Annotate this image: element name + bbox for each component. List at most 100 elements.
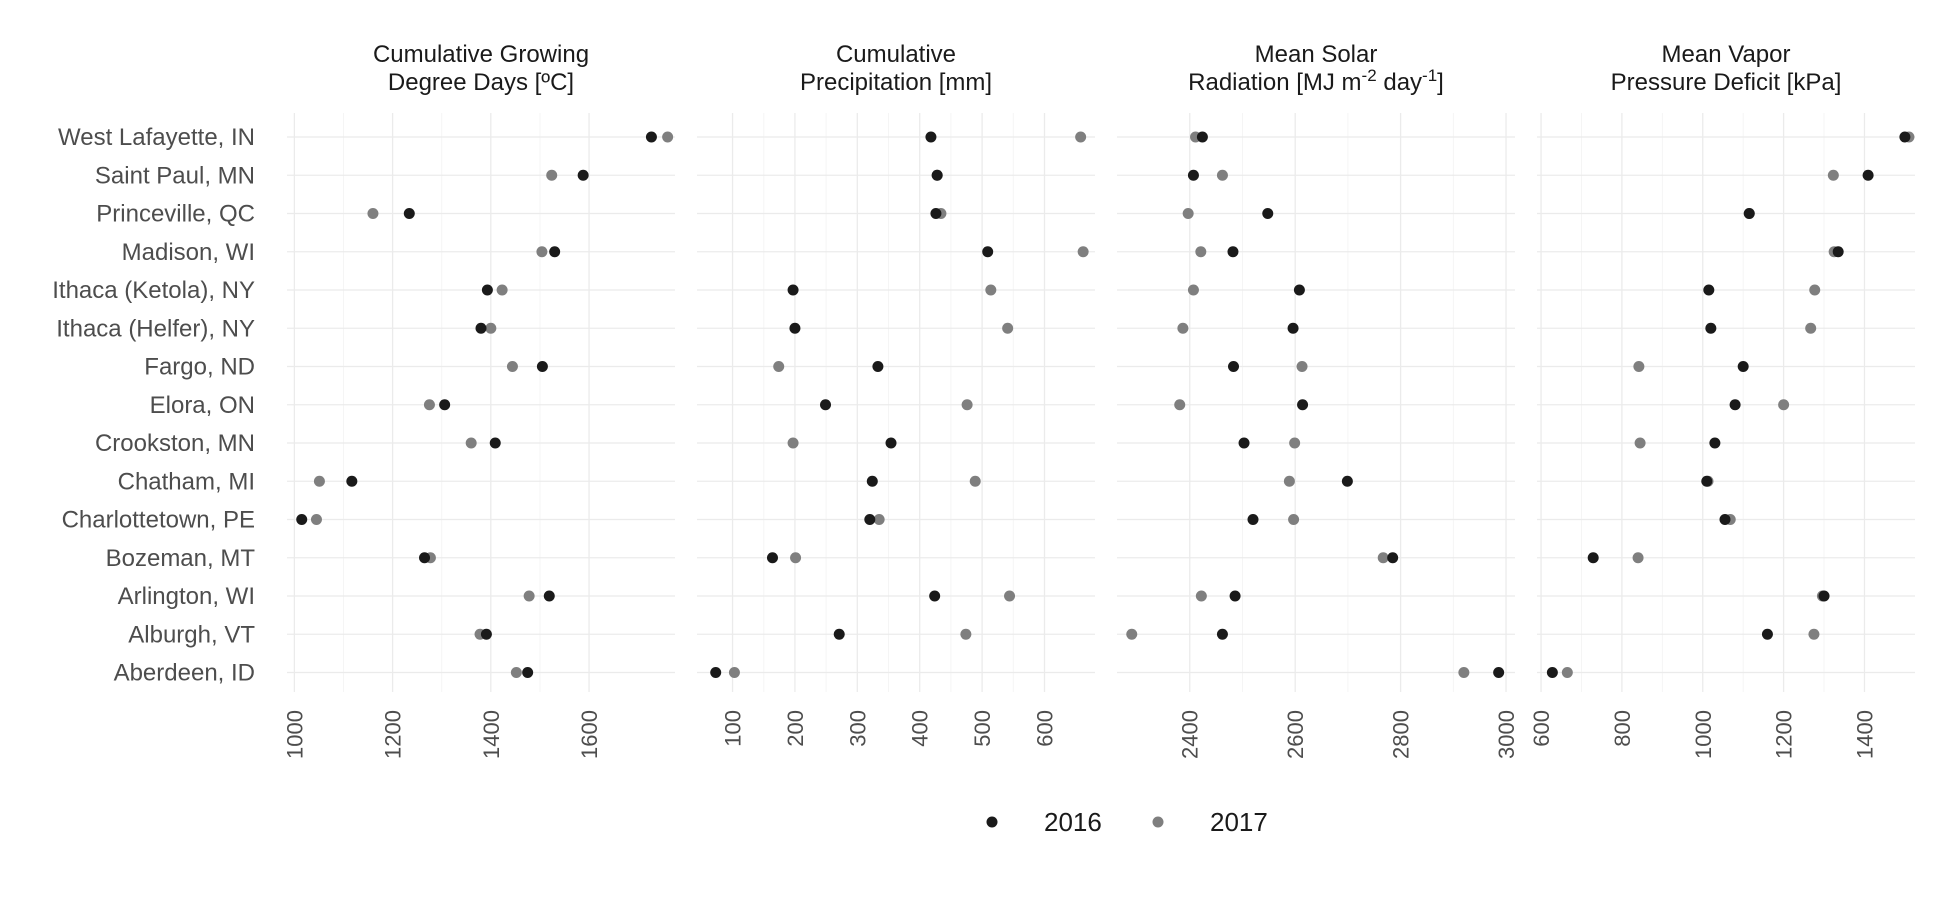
point-2017	[1077, 246, 1089, 258]
point-2016	[925, 131, 937, 143]
x-tick-label: 1200	[381, 710, 406, 759]
point-2016	[982, 246, 994, 258]
panel-title-line-2: Pressure Deficit [kPa]	[1611, 69, 1842, 96]
point-2017	[310, 514, 322, 525]
point-2016	[1196, 131, 1208, 143]
point-2016	[1293, 284, 1305, 296]
point-2017	[1177, 322, 1189, 334]
point-2017	[873, 514, 885, 525]
x-tick-label: 1600	[577, 710, 602, 759]
site-label: Bozeman, MT	[106, 545, 256, 572]
x-tick-label: 1400	[479, 710, 504, 759]
point-2016	[1705, 322, 1717, 334]
point-2017	[1174, 399, 1186, 411]
point-2017	[1458, 667, 1470, 678]
panel-title-line-2: Degree Days [ºC]	[388, 69, 574, 96]
point-2016	[787, 284, 799, 296]
site-label: Saint Paul, MN	[95, 162, 255, 189]
point-2016	[1703, 284, 1715, 296]
point-2016	[710, 667, 722, 678]
point-2017	[1216, 169, 1228, 181]
point-2017	[1289, 437, 1301, 449]
legend-label-2017: 2017	[1210, 807, 1268, 837]
point-2017	[1126, 628, 1138, 640]
point-2016	[419, 552, 431, 564]
x-tick-label: 300	[845, 710, 870, 747]
site-label: Ithaca (Ketola), NY	[52, 277, 255, 304]
x-tick-label: 600	[1529, 710, 1554, 747]
panel-title-line-1: Cumulative Growing	[373, 41, 589, 68]
point-2017	[1187, 284, 1199, 296]
legend-key-2016	[986, 816, 998, 828]
site-label: Madison, WI	[122, 239, 255, 266]
point-2017	[985, 284, 997, 296]
point-2016	[1227, 246, 1239, 258]
point-2017	[1808, 628, 1820, 640]
x-tick-label: 2800	[1389, 710, 1414, 759]
point-2017	[1377, 552, 1389, 564]
site-label: Arlington, WI	[118, 583, 255, 610]
point-2017	[423, 399, 435, 411]
point-2016	[645, 131, 657, 143]
point-2016	[885, 437, 897, 449]
point-2016	[872, 361, 884, 372]
point-2016	[475, 322, 487, 334]
x-tick-label: 600	[1032, 710, 1057, 747]
point-2016	[1229, 590, 1241, 602]
point-2017	[510, 667, 522, 678]
point-2017	[969, 475, 981, 487]
point-2016	[789, 322, 801, 334]
point-2016	[1862, 169, 1874, 181]
x-tick-label: 2600	[1283, 710, 1308, 759]
point-2017	[1296, 361, 1308, 372]
point-2016	[481, 284, 493, 296]
point-2016	[1228, 361, 1240, 372]
point-2016	[543, 590, 555, 602]
x-tick-label: 1400	[1852, 710, 1877, 759]
legend-key-2017	[1152, 816, 1164, 828]
point-2016	[296, 514, 308, 525]
point-2016	[1297, 399, 1309, 411]
point-2016	[1262, 208, 1274, 219]
point-2017	[1827, 169, 1839, 181]
panel-title-line-1: Mean Vapor	[1662, 41, 1791, 68]
x-tick-label: 100	[721, 710, 746, 747]
point-2016	[1187, 169, 1199, 181]
point-2017	[1195, 590, 1207, 602]
point-2016	[929, 590, 941, 602]
point-2017	[1561, 667, 1573, 678]
point-2017	[773, 361, 785, 372]
site-label: Princeville, QC	[96, 201, 255, 228]
point-2017	[787, 437, 799, 449]
point-2017	[1805, 322, 1817, 334]
site-label: Elora, ON	[150, 392, 255, 419]
x-tick-label: 500	[970, 710, 995, 747]
point-2016	[1387, 552, 1399, 564]
point-2017	[485, 322, 497, 334]
point-2016	[866, 475, 878, 487]
x-tick-label: 400	[908, 710, 933, 747]
point-2016	[480, 628, 492, 640]
point-2016	[1247, 514, 1259, 525]
point-2016	[1216, 628, 1228, 640]
site-label: Ithaca (Helfer), NY	[56, 315, 255, 342]
x-tick-label: 200	[783, 710, 808, 747]
point-2017	[1195, 246, 1207, 258]
point-2017	[1633, 361, 1645, 372]
point-2016	[1719, 514, 1731, 525]
site-label: West Lafayette, IN	[58, 124, 255, 151]
point-2017	[961, 399, 973, 411]
point-2017	[1004, 590, 1016, 602]
point-2017	[790, 552, 802, 564]
point-2016	[1743, 208, 1755, 219]
point-2016	[403, 208, 415, 219]
point-2016	[1818, 590, 1830, 602]
point-2016	[820, 399, 832, 411]
legend-label-2016: 2016	[1044, 807, 1102, 837]
point-2017	[367, 208, 379, 219]
point-2016	[439, 399, 451, 411]
point-2016	[1899, 131, 1911, 143]
point-2017	[960, 628, 972, 640]
point-2016	[1546, 667, 1558, 678]
